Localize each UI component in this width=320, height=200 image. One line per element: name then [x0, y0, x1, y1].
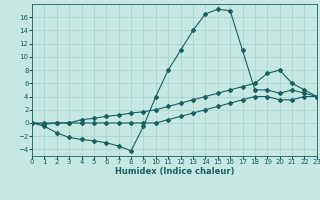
X-axis label: Humidex (Indice chaleur): Humidex (Indice chaleur) — [115, 167, 234, 176]
